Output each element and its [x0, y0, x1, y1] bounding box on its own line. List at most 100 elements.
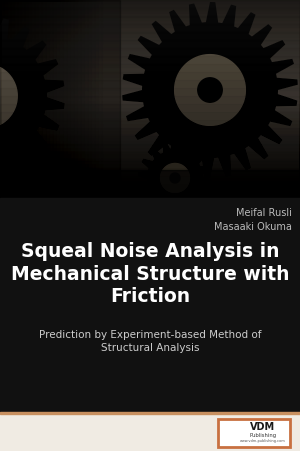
Bar	[0, 144, 300, 200]
Bar	[0, 72, 300, 200]
Bar	[0, 149, 300, 153]
Bar	[0, 0, 21, 200]
Bar	[0, 62, 300, 67]
Bar	[0, 166, 300, 170]
Bar	[0, 143, 300, 147]
Bar	[0, 59, 300, 63]
Text: Prediction by Experiment-based Method of
Structural Analysis: Prediction by Experiment-based Method of…	[39, 330, 261, 353]
Bar	[0, 16, 300, 200]
Bar	[0, 176, 300, 180]
Bar	[0, 72, 300, 77]
Bar	[0, 0, 56, 200]
Text: VDM: VDM	[250, 422, 275, 432]
Bar	[0, 19, 300, 23]
Bar	[0, 0, 70, 200]
Bar	[0, 152, 300, 200]
Bar	[0, 0, 14, 200]
Bar	[0, 0, 32, 200]
Bar	[0, 0, 28, 200]
Bar	[0, 96, 300, 100]
Bar	[0, 86, 300, 90]
Bar	[0, 192, 300, 200]
Text: Publishing: Publishing	[249, 433, 276, 438]
Bar	[0, 29, 300, 33]
Text: Masaaki Okuma: Masaaki Okuma	[214, 222, 292, 232]
Bar	[0, 128, 300, 200]
Bar	[0, 0, 120, 200]
Bar	[0, 69, 300, 74]
Bar	[0, 83, 300, 87]
Bar	[0, 32, 300, 37]
Bar	[0, 49, 300, 53]
Bar	[0, 0, 4, 200]
Bar	[0, 0, 11, 200]
Bar	[0, 92, 300, 97]
Bar	[0, 192, 300, 197]
Bar	[0, 39, 300, 43]
Polygon shape	[0, 64, 17, 128]
Bar	[0, 26, 300, 30]
Bar	[0, 36, 300, 40]
Bar	[0, 76, 300, 80]
Text: www.vdm-publishing.com: www.vdm-publishing.com	[240, 439, 286, 443]
Bar	[0, 55, 300, 60]
Bar	[0, 152, 300, 156]
Bar	[218, 419, 290, 447]
Bar	[0, 168, 300, 200]
Bar	[0, 184, 300, 200]
Bar	[0, 66, 300, 70]
Bar	[0, 16, 300, 20]
Bar	[0, 106, 300, 110]
Bar	[0, 126, 300, 130]
Bar	[0, 104, 300, 200]
Polygon shape	[160, 163, 190, 193]
Bar	[0, 112, 300, 117]
Bar	[0, 412, 300, 414]
Polygon shape	[0, 16, 65, 176]
Bar	[0, 6, 300, 10]
Bar	[0, 115, 300, 120]
Bar	[0, 0, 25, 200]
Bar	[0, 24, 300, 200]
Bar	[0, 0, 67, 200]
Bar	[0, 0, 300, 200]
Bar	[0, 122, 300, 127]
Bar	[0, 136, 300, 200]
Bar	[0, 23, 300, 27]
Bar	[0, 146, 300, 150]
Bar	[0, 176, 300, 200]
Bar	[0, 52, 300, 57]
Bar	[0, 179, 300, 184]
Bar	[0, 170, 300, 200]
Bar	[0, 0, 77, 200]
Bar	[0, 162, 300, 167]
Polygon shape	[122, 2, 298, 178]
Bar	[0, 132, 300, 137]
Bar	[0, 48, 300, 200]
Bar	[0, 0, 300, 200]
Bar	[0, 186, 300, 190]
Bar	[0, 9, 300, 14]
Bar	[0, 0, 84, 200]
Text: Meifal Rusli: Meifal Rusli	[236, 208, 292, 218]
Bar	[0, 96, 300, 200]
Bar	[0, 0, 88, 200]
Bar	[0, 413, 300, 451]
Bar	[0, 0, 35, 200]
Bar	[0, 80, 300, 200]
Bar	[0, 159, 300, 163]
Bar	[0, 109, 300, 113]
Bar	[0, 99, 300, 103]
Bar	[0, 0, 98, 200]
Bar	[0, 160, 300, 200]
Bar	[0, 12, 300, 17]
Bar	[0, 0, 7, 200]
Bar	[0, 169, 300, 173]
Bar	[0, 119, 300, 123]
Bar	[0, 196, 300, 200]
Polygon shape	[138, 141, 212, 215]
Bar	[0, 79, 300, 83]
Bar	[0, 0, 74, 200]
Bar	[0, 42, 300, 46]
Bar	[0, 0, 59, 200]
